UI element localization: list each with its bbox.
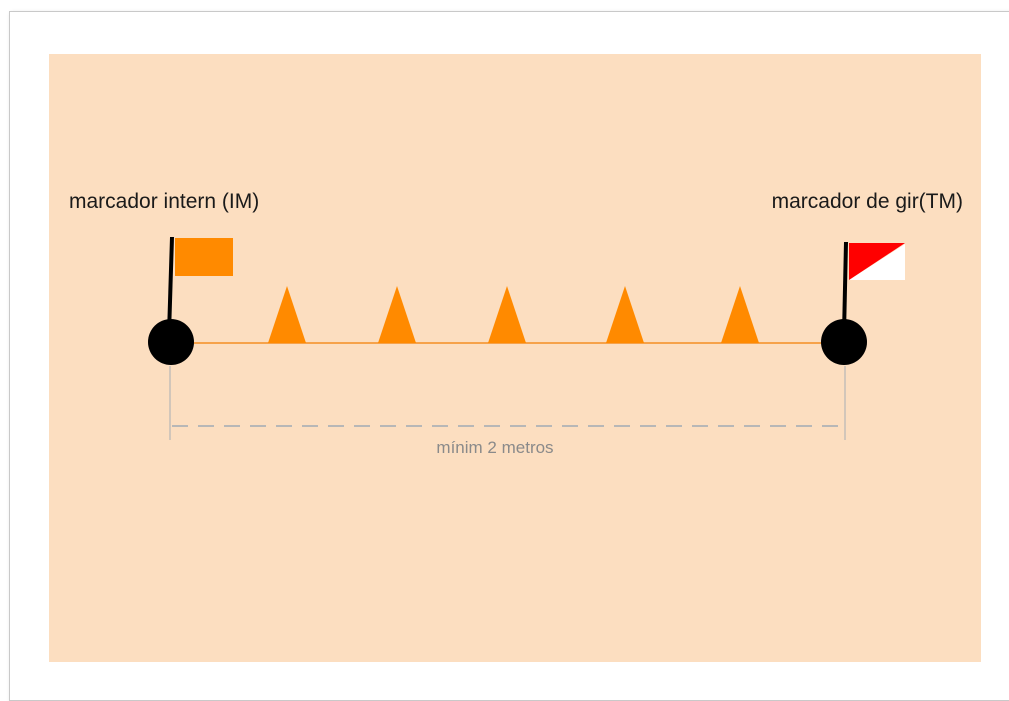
cone-2 — [378, 286, 416, 343]
field-area — [49, 54, 981, 662]
distance-label: mínim 2 metros — [436, 438, 554, 457]
inner-marker-label: marcador intern (IM) — [69, 190, 260, 213]
cone-1 — [268, 286, 306, 343]
turn-flag-white — [849, 244, 905, 280]
cone-4 — [606, 286, 644, 343]
inner-marker-flag — [167, 236, 233, 335]
turn-flag-pole — [842, 241, 848, 335]
inner-flag-cloth — [175, 238, 233, 276]
turn-marker-ball — [821, 319, 867, 365]
cone-3 — [488, 286, 526, 343]
inner-marker-ball — [148, 319, 194, 365]
inner-flag-pole — [167, 236, 174, 335]
cone-5 — [721, 286, 759, 343]
turn-marker-flag — [842, 241, 905, 335]
turn-flag-red — [849, 243, 905, 280]
turn-marker-label: marcador de gir(TM) — [771, 190, 963, 213]
